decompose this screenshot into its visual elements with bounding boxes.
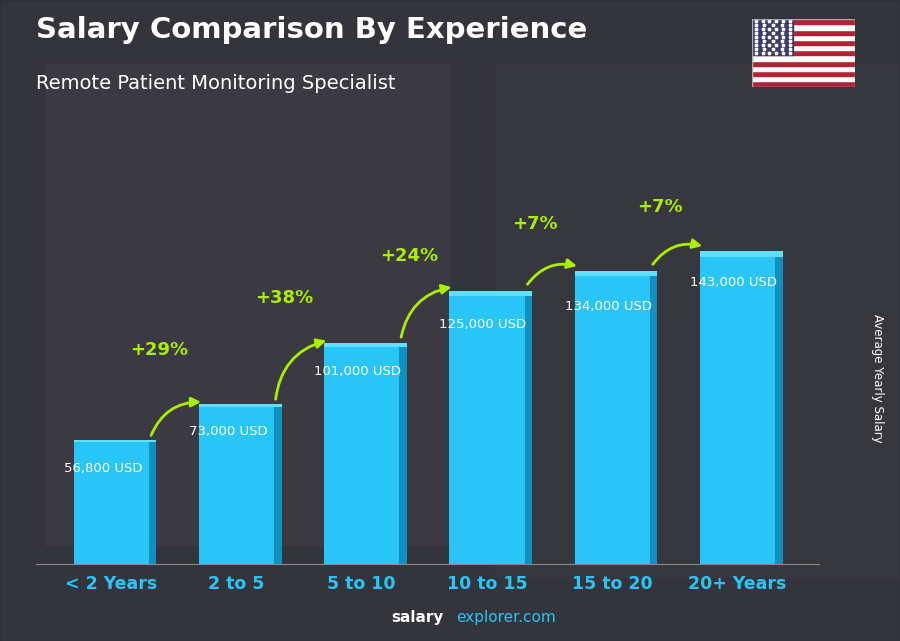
Bar [74,440,148,564]
Bar [775,251,783,564]
Bar [324,343,407,347]
Bar [495,64,900,577]
Text: salary: salary [392,610,444,625]
Bar [324,343,400,564]
Text: 56,800 USD: 56,800 USD [64,462,142,475]
Text: 73,000 USD: 73,000 USD [189,425,267,438]
Bar [199,404,282,407]
Bar [148,440,157,564]
Bar [752,81,855,87]
Text: +29%: +29% [130,341,188,360]
Bar [752,29,855,35]
Text: Average Yearly Salary: Average Yearly Salary [871,314,884,442]
Bar [700,251,783,257]
Text: explorer.com: explorer.com [456,610,556,625]
Bar [274,404,282,564]
Text: Salary Comparison By Experience: Salary Comparison By Experience [36,16,587,44]
Text: +38%: +38% [255,289,313,307]
Bar [199,404,274,564]
Bar [449,291,525,564]
Bar [752,19,793,56]
Bar [74,440,157,442]
Bar [525,291,532,564]
Bar [400,343,407,564]
Text: 101,000 USD: 101,000 USD [314,365,401,378]
Bar [752,24,855,29]
Bar [700,251,775,564]
Bar [752,61,855,66]
Bar [752,71,855,76]
Text: 125,000 USD: 125,000 USD [439,318,526,331]
Bar [752,35,855,40]
Text: 134,000 USD: 134,000 USD [564,301,652,313]
Bar [752,56,855,61]
Text: 143,000 USD: 143,000 USD [690,276,777,289]
Bar [752,40,855,45]
Bar [752,19,855,24]
Bar [650,271,657,564]
Bar [752,66,855,71]
Text: +7%: +7% [637,198,683,216]
Bar [449,291,532,296]
Bar [575,271,657,276]
Bar [752,76,855,81]
Bar [575,271,650,564]
Bar [752,50,855,56]
Text: Remote Patient Monitoring Specialist: Remote Patient Monitoring Specialist [36,74,395,93]
Text: +24%: +24% [381,247,438,265]
Bar [45,64,450,545]
Text: +7%: +7% [512,215,557,233]
Bar [752,45,855,50]
